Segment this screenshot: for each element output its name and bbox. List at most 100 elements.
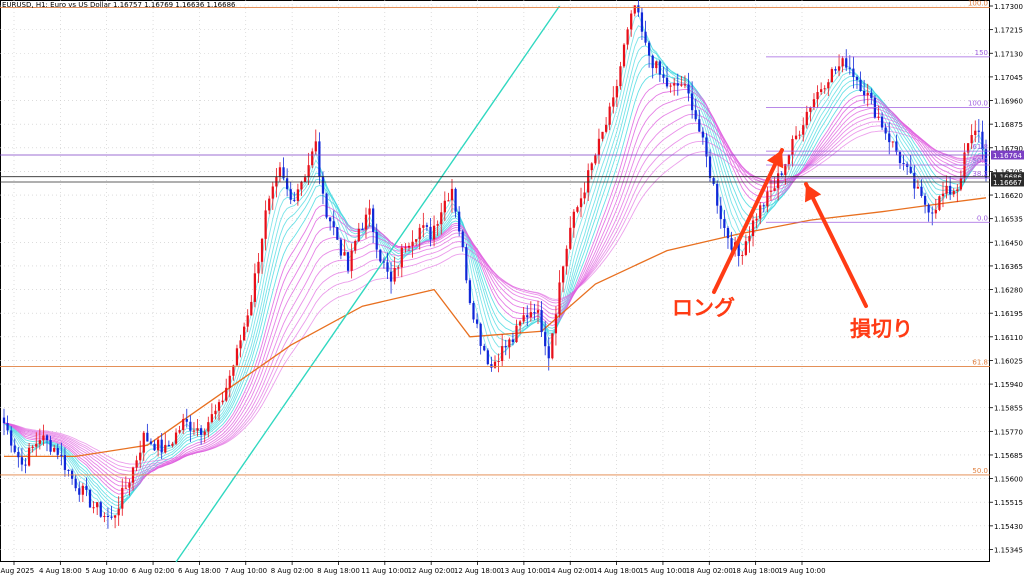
candle-body	[497, 361, 500, 363]
candle-body	[612, 97, 615, 107]
candle-body	[787, 154, 790, 165]
candle-body	[741, 254, 744, 256]
candle-body	[185, 419, 188, 422]
plot-frame	[0, 0, 990, 562]
candle-body	[454, 188, 457, 212]
y-tick-label: 1.16790	[994, 145, 1023, 153]
candle-body	[200, 428, 203, 435]
candle	[518, 319, 522, 334]
candle-body	[619, 66, 622, 87]
candle	[257, 253, 260, 283]
candle	[809, 106, 812, 122]
candle-body	[282, 167, 285, 179]
candle	[780, 171, 783, 177]
ohlc-label: 1.16757 1.16769 1.16636 1.16686	[113, 1, 236, 9]
candle-body	[479, 323, 482, 346]
candle-body	[845, 58, 848, 68]
y-tick-label: 1.16195	[994, 310, 1023, 318]
candle	[916, 179, 920, 189]
candle-body	[357, 228, 360, 241]
candle	[20, 447, 24, 472]
candle	[501, 334, 504, 367]
candle	[214, 404, 217, 420]
candle-body	[425, 225, 429, 227]
x-tick-label: 14 Aug 18:00	[593, 567, 640, 575]
candle	[440, 202, 443, 235]
candle	[841, 56, 844, 73]
y-tick-label: 1.16535	[994, 216, 1023, 224]
candle	[823, 85, 826, 94]
x-tick-label: 7 Aug 10:00	[224, 567, 267, 575]
candle	[228, 370, 231, 398]
candle	[6, 415, 9, 435]
candle	[146, 423, 149, 442]
candle	[225, 378, 228, 402]
candle	[139, 440, 142, 468]
candle	[200, 425, 203, 445]
candle	[17, 447, 20, 468]
candle-body	[81, 485, 84, 495]
candle-body	[415, 239, 418, 242]
candle-body	[888, 133, 891, 143]
candle	[85, 477, 88, 497]
candle	[966, 142, 970, 156]
candle	[637, 0, 640, 17]
candle-body	[615, 86, 618, 98]
ema-ribbon-line	[3, 45, 987, 509]
candle-body	[228, 375, 231, 388]
candle	[551, 333, 554, 360]
candle-body	[673, 83, 676, 86]
candle	[142, 430, 145, 462]
fib-short-label: 100.0	[968, 99, 988, 107]
y-tick-label: 1.16025	[994, 357, 1023, 365]
candle-body	[38, 440, 41, 444]
candle	[88, 488, 92, 508]
candle-body	[253, 273, 256, 302]
x-tick-label: 4 Aug 18:00	[39, 567, 82, 575]
candle-body	[708, 156, 712, 179]
candle	[984, 139, 988, 182]
candle-body	[17, 451, 20, 458]
candle	[766, 186, 769, 213]
candle	[974, 120, 977, 143]
candle-body	[174, 432, 178, 444]
candle-body	[92, 507, 95, 509]
candle-body	[970, 135, 973, 144]
fib-level-label: 50.0	[972, 467, 988, 475]
candle	[748, 226, 751, 253]
candle-body	[440, 212, 443, 225]
candle	[106, 507, 110, 529]
candle-body	[920, 186, 923, 196]
candle	[888, 122, 891, 155]
candle-body	[841, 58, 844, 67]
candle-body	[346, 252, 350, 271]
candle	[923, 192, 927, 214]
x-tick-label: 12 Aug 02:00	[408, 567, 455, 575]
candle	[927, 203, 930, 222]
candle	[680, 76, 683, 87]
candle-body	[96, 502, 99, 508]
candle	[156, 436, 160, 457]
candle	[160, 432, 163, 460]
candle-body	[318, 141, 321, 177]
candle-body	[544, 332, 547, 347]
x-tick-label: 13 Aug 10:00	[500, 567, 547, 575]
candle	[651, 54, 654, 79]
candle-body	[436, 224, 439, 226]
candle	[626, 27, 629, 50]
candle	[784, 163, 787, 185]
candle-body	[766, 191, 769, 207]
candle	[612, 86, 615, 114]
candle-body	[784, 164, 787, 175]
candle-body	[644, 31, 647, 43]
candle	[981, 120, 984, 160]
candle-body	[658, 61, 661, 75]
candle	[468, 278, 472, 305]
long-annotation: ロング	[672, 296, 735, 320]
candle-body	[956, 189, 959, 192]
candle-body	[307, 165, 310, 178]
candle	[515, 319, 518, 343]
candle	[329, 217, 332, 231]
